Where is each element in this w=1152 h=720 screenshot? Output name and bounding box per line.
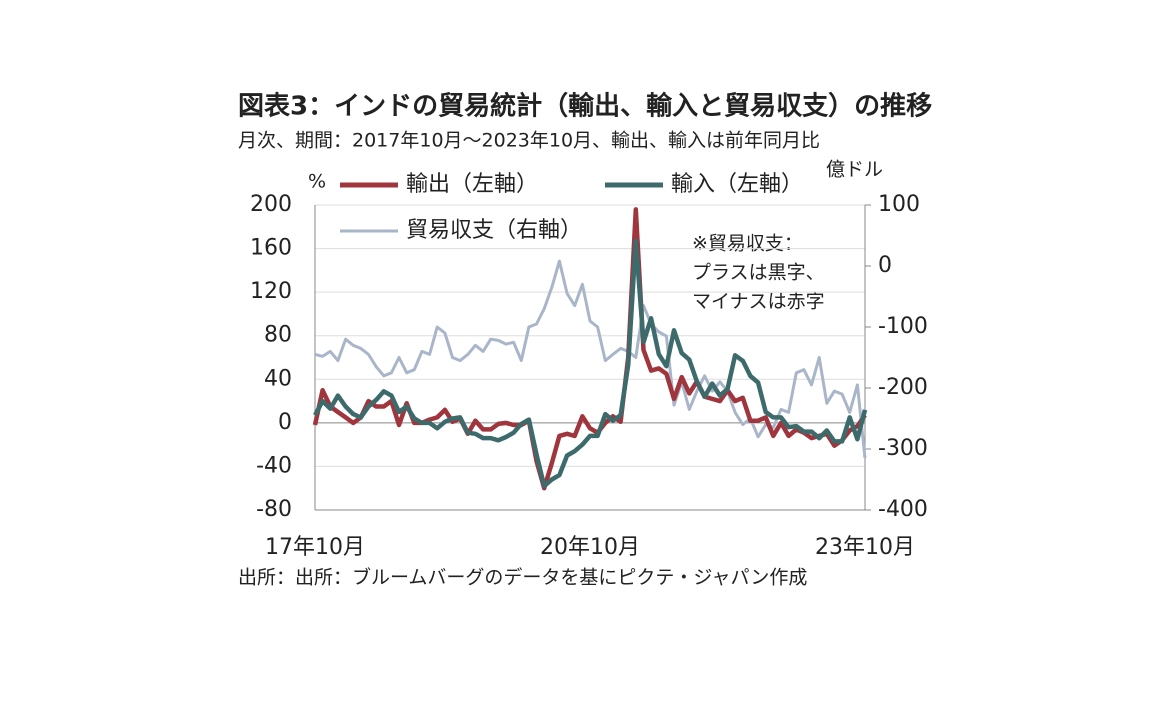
x-tick-label: 23年10月	[815, 535, 915, 560]
legend-label: 輸出（左軸）	[406, 172, 538, 197]
y2-tick-label: -200	[878, 375, 928, 400]
y-tick-label: 120	[250, 279, 292, 304]
y2-tick-label: -100	[878, 314, 928, 339]
y-tick-label: 80	[264, 323, 292, 348]
y2-axis-label: 億ドル	[826, 159, 883, 181]
y2-tick-label: -400	[878, 497, 928, 522]
y-tick-label: 0	[278, 410, 292, 435]
y-tick-label: -80	[256, 497, 292, 522]
y2-tick-label: -300	[878, 436, 928, 461]
legend-label: 輸入（左軸）	[671, 172, 803, 197]
legend-label: 貿易収支（右軸）	[406, 218, 582, 243]
chart-title: 図表3：インドの貿易統計（輸出、輸入と貿易収支）の推移	[238, 91, 932, 122]
y-tick-label: 160	[250, 236, 292, 261]
series-line	[314, 259, 867, 459]
y-axis-label: %	[308, 171, 326, 193]
y-tick-label: 200	[250, 192, 292, 217]
y2-tick-label: 100	[878, 192, 920, 217]
chart-subtitle: 月次、期間：2017年10月～2023年10月、輸出、輸入は前年同月比	[238, 130, 820, 152]
y2-tick-label: 0	[878, 253, 892, 278]
annotation: プラスは黒字、	[692, 262, 825, 284]
series-line	[313, 238, 868, 489]
y-tick-label: 40	[264, 366, 292, 391]
x-tick-label: 20年10月	[540, 535, 640, 560]
source: 出所：出所：ブルームバーグのデータを基にピクテ・ジャパン作成	[238, 566, 807, 589]
x-tick-label: 17年10月	[265, 535, 365, 560]
series-line	[312, 207, 867, 491]
annotation: マイナスは赤字	[692, 291, 825, 313]
annotation: ※貿易収支：	[692, 233, 803, 255]
y-tick-label: -40	[256, 453, 292, 478]
